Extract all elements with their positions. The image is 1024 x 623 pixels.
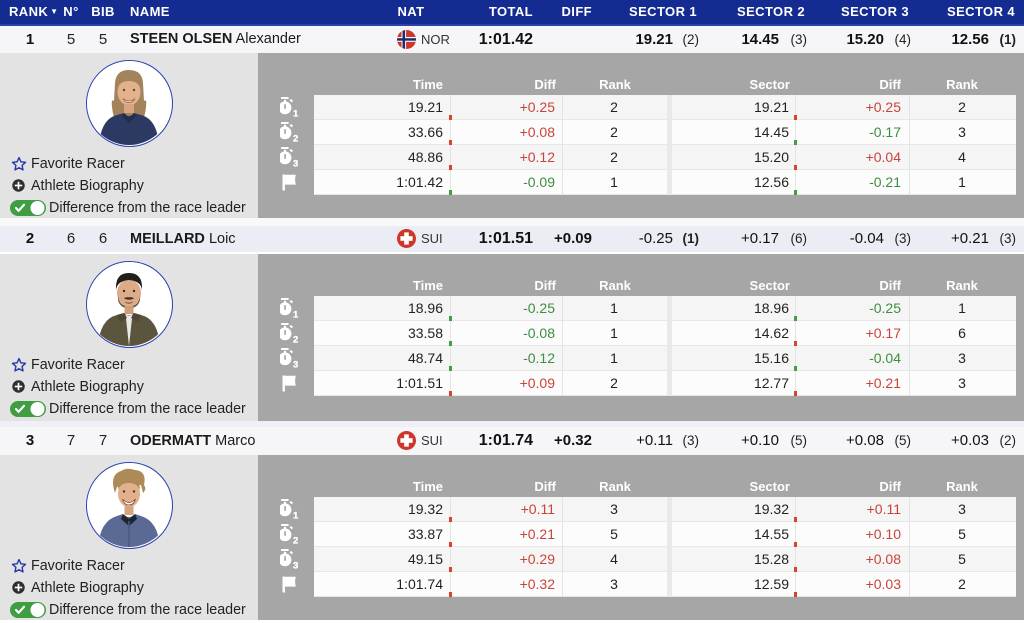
svg-text:3: 3 [293, 560, 298, 570]
svg-text:3: 3 [293, 360, 298, 370]
svg-text:2: 2 [293, 535, 298, 545]
svg-text:2: 2 [293, 134, 298, 144]
svg-text:2: 2 [293, 335, 298, 345]
svg-text:3: 3 [293, 159, 298, 169]
svg-text:1: 1 [293, 510, 299, 520]
svg-text:1: 1 [293, 109, 299, 119]
svg-text:1: 1 [293, 310, 299, 320]
